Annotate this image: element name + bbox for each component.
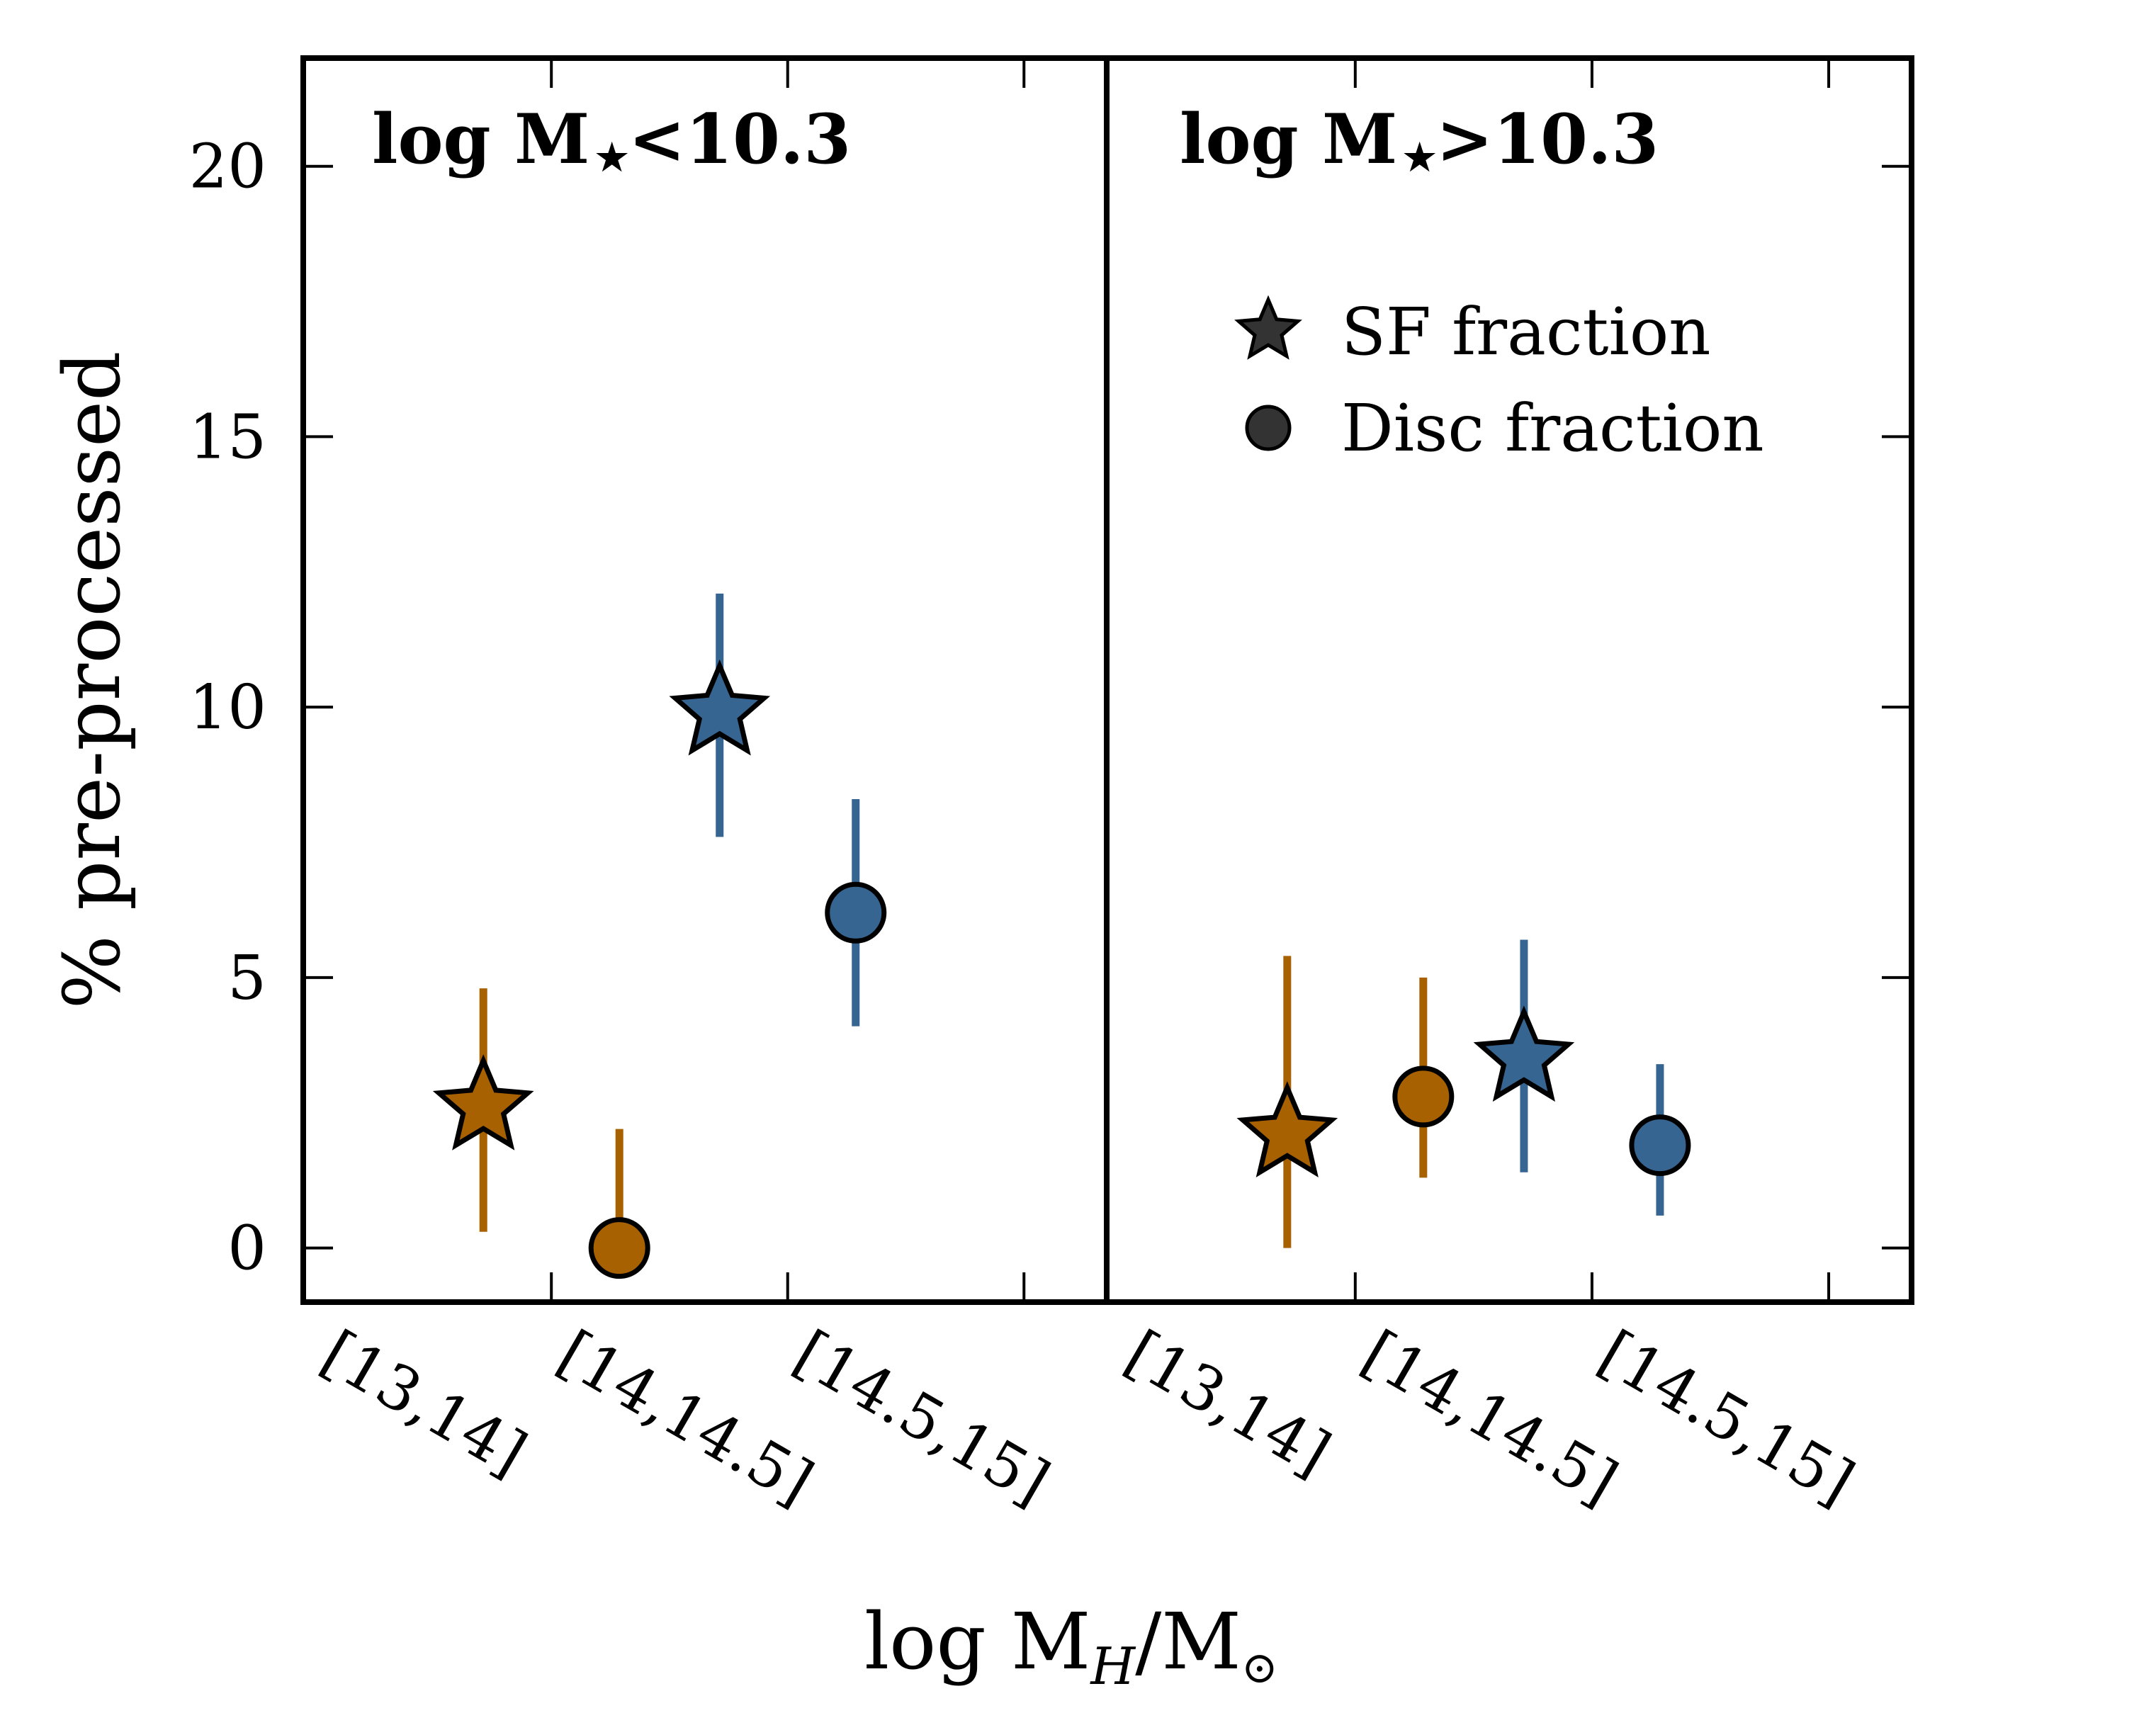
sf-fraction-point bbox=[1236, 1081, 1338, 1177]
x-tick-label: [14.5,15] bbox=[783, 1318, 1061, 1519]
y-tick-label: 20 bbox=[189, 132, 266, 203]
disc-fraction-point bbox=[1629, 1114, 1691, 1177]
x-axis-label: log MH/M⊙ bbox=[864, 1596, 1278, 1696]
legend-circle-shape bbox=[1245, 405, 1292, 451]
sf-fraction-point bbox=[432, 1054, 534, 1150]
y-tick-label: 0 bbox=[227, 1214, 266, 1284]
y-tick-label: 10 bbox=[189, 672, 266, 743]
legend-star-icon bbox=[1234, 295, 1302, 360]
x-tick-label: [14.5,15] bbox=[1588, 1318, 1866, 1519]
sf-fraction-point bbox=[1473, 1005, 1575, 1102]
legend-circle-icon bbox=[1245, 405, 1292, 451]
disc-fraction-point bbox=[825, 881, 887, 944]
panel-frame-right bbox=[1104, 55, 1914, 1305]
x-tick-label: [13,14] bbox=[1114, 1318, 1341, 1490]
disc-fraction-point bbox=[1392, 1065, 1455, 1128]
sf-fraction-point bbox=[669, 659, 771, 756]
legend: SF fraction Disc fraction bbox=[1234, 294, 1764, 466]
legend-label-disc: Disc fraction bbox=[1341, 390, 1764, 466]
legend-star-shape bbox=[1234, 295, 1302, 360]
disc-fraction-point bbox=[588, 1217, 650, 1279]
x-tick-label: [13,14] bbox=[310, 1318, 538, 1490]
y-tick-label: 15 bbox=[189, 402, 266, 473]
y-tick-label: 5 bbox=[227, 943, 266, 1014]
panel-title-left: log M ★<10.3 bbox=[372, 99, 851, 179]
panel-title-right: log M ★>10.3 bbox=[1180, 99, 1659, 179]
panel-frame-left bbox=[300, 55, 1110, 1305]
x-tick-label: [14,14.5] bbox=[546, 1318, 824, 1519]
x-tick-label: [14,14.5] bbox=[1350, 1318, 1628, 1519]
y-axis-label: % pre-processed bbox=[47, 351, 137, 1009]
legend-label-sf: SF fraction bbox=[1341, 294, 1711, 370]
